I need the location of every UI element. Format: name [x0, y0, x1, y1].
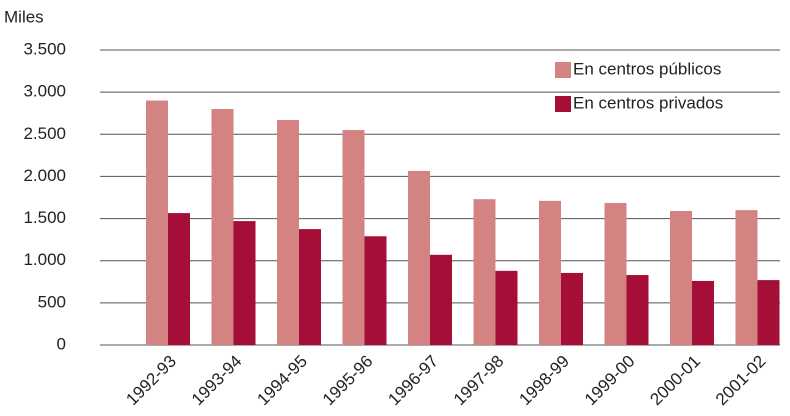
bar: [233, 221, 256, 345]
bar: [342, 130, 365, 345]
bar: [735, 210, 758, 345]
bar: [146, 100, 168, 345]
bar: [692, 280, 714, 345]
y-tick-label: 3.500: [23, 39, 66, 58]
bar: [430, 254, 452, 345]
bar: [211, 109, 234, 345]
x-tick-label: 1996-97: [384, 352, 442, 410]
x-tick-label: 1998-99: [515, 352, 573, 410]
legend-swatch: [555, 62, 571, 78]
bar: [670, 210, 692, 345]
bar: [299, 229, 321, 345]
x-tick-label: 1993-94: [188, 352, 246, 410]
y-tick-label: 1.000: [23, 250, 66, 269]
y-tick-label: 2.500: [23, 124, 66, 143]
bar: [495, 270, 518, 345]
bar: [473, 199, 496, 345]
x-tick-label: 1995-96: [319, 352, 377, 410]
bar: [757, 280, 780, 345]
bar: [408, 170, 430, 345]
x-tick-label: 2000-01: [646, 352, 704, 410]
legend-swatch: [555, 96, 571, 112]
bar: [539, 200, 561, 345]
y-tick-label: 0: [57, 334, 66, 353]
bar: [626, 275, 649, 345]
y-tick-label: 2.000: [23, 166, 66, 185]
bar: [168, 213, 190, 345]
y-tick-label: 500: [38, 292, 66, 311]
legend-label: En centros privados: [573, 93, 723, 112]
y-tick-label: 3.000: [23, 82, 66, 101]
x-tick-label: 1994-95: [253, 352, 311, 410]
bar: [604, 202, 627, 345]
bar: [561, 272, 583, 345]
x-tick-label: 2001-02: [712, 352, 770, 410]
x-tick-label: 1992-93: [122, 352, 180, 410]
y-tick-label: 1.500: [23, 208, 66, 227]
x-tick-label: 1999-00: [581, 352, 639, 410]
y-axis-label: Miles: [4, 7, 44, 26]
bar: [277, 119, 299, 345]
bar: [364, 236, 387, 345]
x-tick-label: 1997-98: [450, 352, 508, 410]
legend-label: En centros públicos: [573, 59, 721, 78]
